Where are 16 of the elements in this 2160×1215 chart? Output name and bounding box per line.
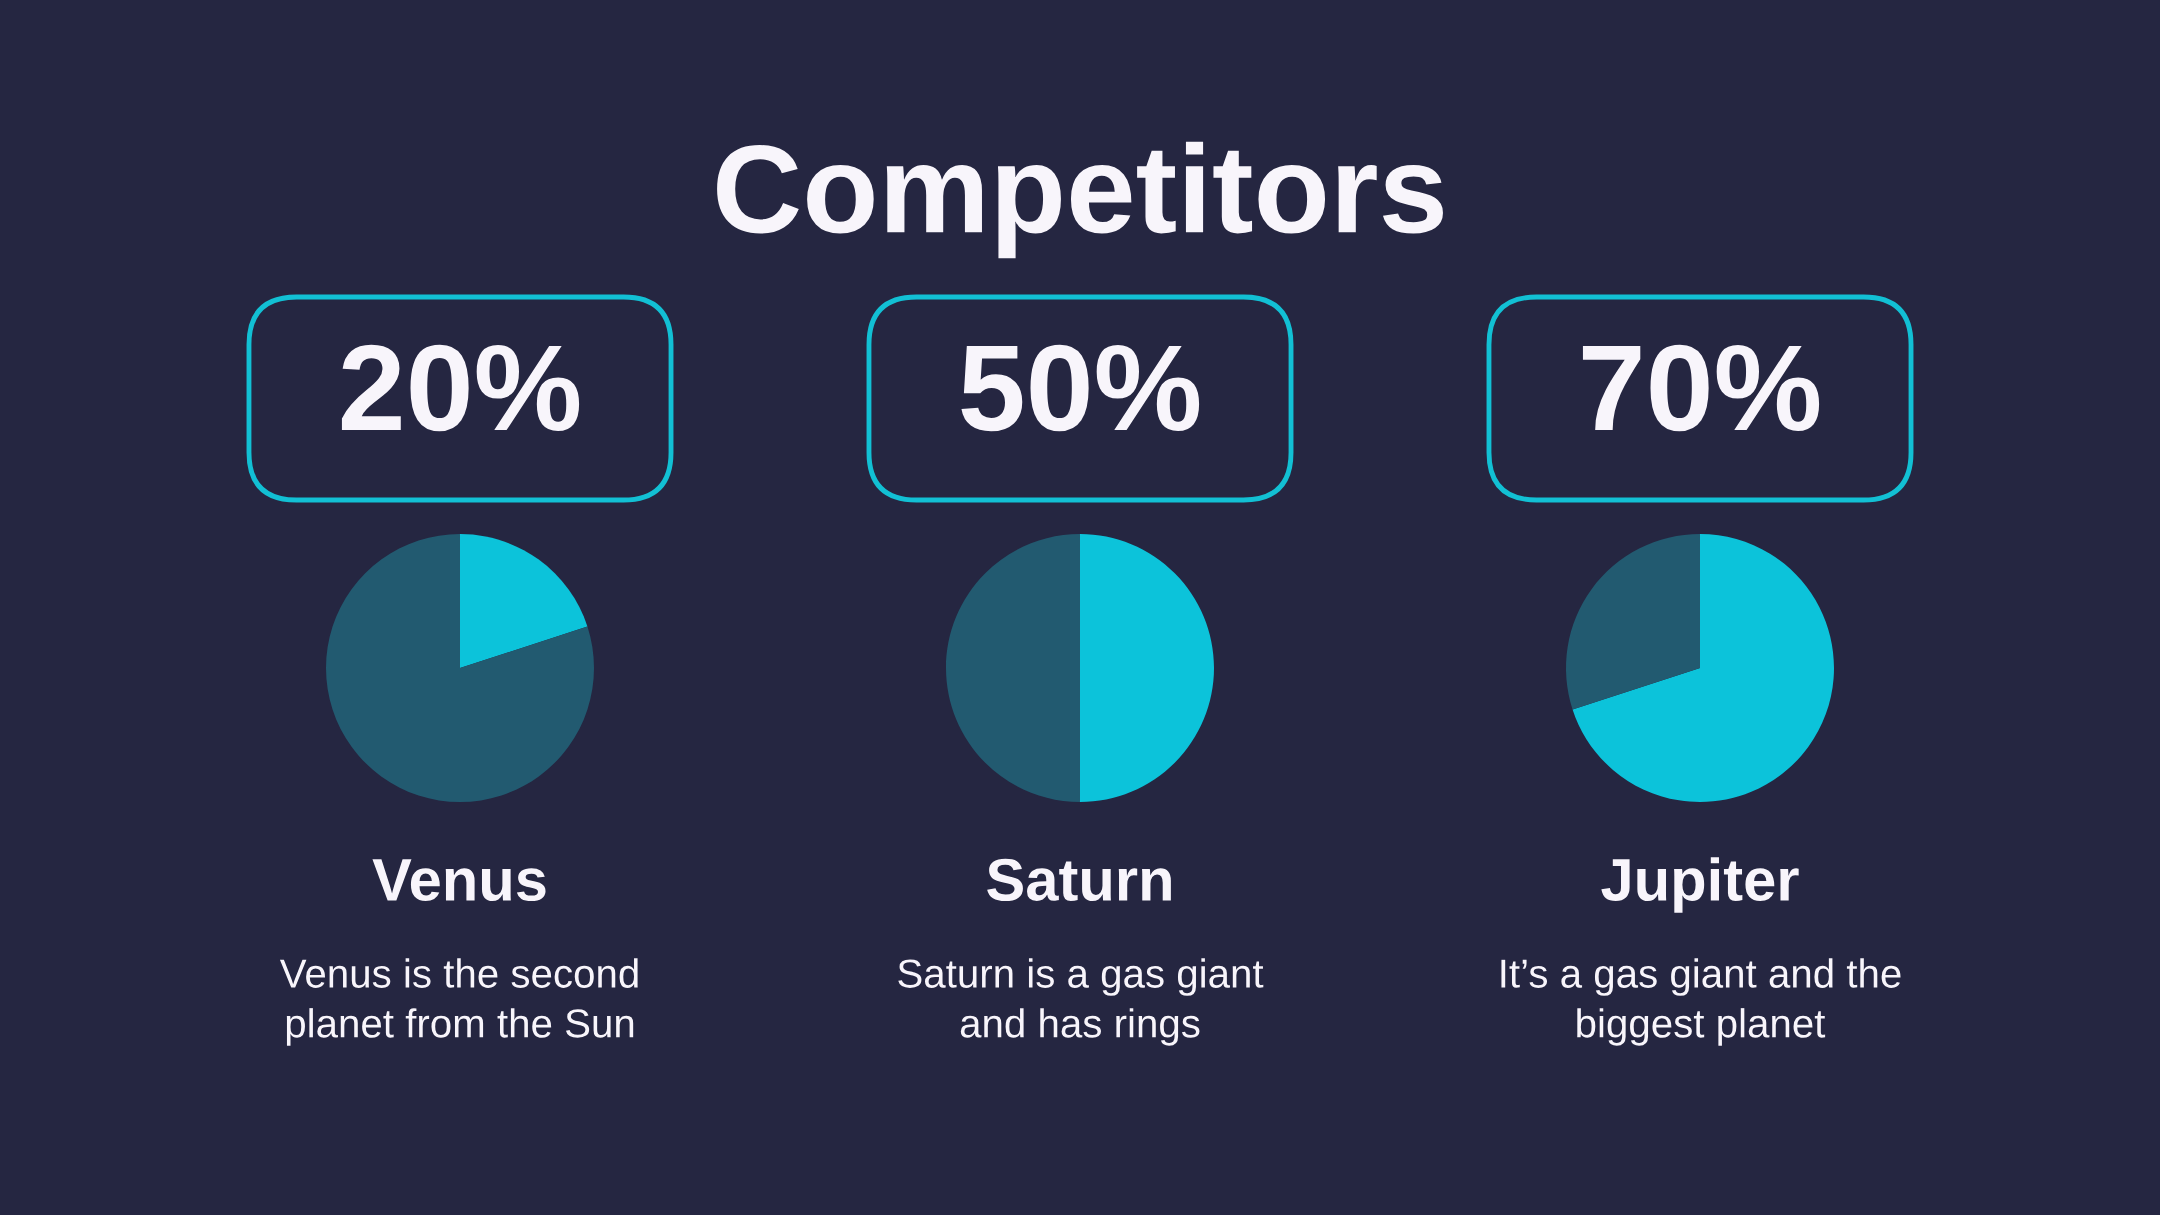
- pie-slice: [1566, 534, 1700, 710]
- pie-slice: [460, 534, 588, 668]
- data-label: 50%: [961, 344, 1200, 432]
- text: Jupiter: [1601, 857, 1799, 913]
- pie-slice: [1080, 534, 1214, 802]
- data-label: 70%: [1582, 344, 1820, 432]
- pie-slice: [1572, 534, 1834, 802]
- data-label: 20%: [341, 344, 580, 432]
- text: Venus is the second planet from the Sun: [279, 958, 638, 1046]
- text: It’s a gas giant and the biggest planet: [1501, 958, 1901, 1046]
- pie-slice: [326, 534, 594, 802]
- text: Saturn: [987, 858, 1171, 902]
- pie-slice: [946, 534, 1080, 802]
- text: Saturn is a gas giant and has rings: [898, 958, 1264, 1046]
- text: Venus: [372, 859, 546, 902]
- text: Competitors: [717, 141, 1443, 259]
